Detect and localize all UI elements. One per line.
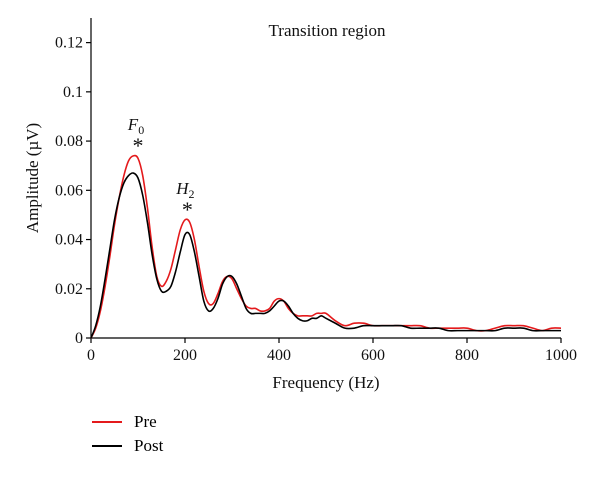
legend-label-post: Post xyxy=(134,436,164,455)
legend-swatch-pre xyxy=(92,421,122,423)
legend-item-post: Post xyxy=(92,434,163,458)
y-tick-label: 0.08 xyxy=(55,133,83,150)
annotation-layer: *F0*H2 xyxy=(127,115,195,222)
amplitude-spectrum-chart: Transition region Amplitude (µV) Frequen… xyxy=(23,18,577,392)
x-tick-label: 0 xyxy=(87,347,95,364)
annotation-label: H2 xyxy=(175,179,194,201)
chart-title: Transition region xyxy=(269,21,386,40)
x-axis-title: Frequency (Hz) xyxy=(272,373,379,392)
annotation-label: F0 xyxy=(127,115,144,137)
legend: Pre Post xyxy=(92,410,163,458)
y-tick-label: 0.1 xyxy=(63,84,83,101)
y-tick-label: 0.06 xyxy=(55,182,83,199)
series-line-pre xyxy=(90,154,562,339)
y-tick-label: 0.02 xyxy=(55,281,83,298)
legend-label-pre: Pre xyxy=(134,412,157,431)
y-tick-label: 0.04 xyxy=(55,232,83,249)
x-tick-label: 400 xyxy=(267,347,291,364)
series-layer xyxy=(90,154,562,339)
x-tick-label: 800 xyxy=(455,347,479,364)
y-tick-label: 0.12 xyxy=(55,35,83,52)
legend-item-pre: Pre xyxy=(92,410,163,434)
legend-swatch-post xyxy=(92,445,122,447)
y-tick-label: 0 xyxy=(75,330,83,347)
axes-layer: 0 200 400 600 800 1000 0 0.02 0.04 0.06 0.08 0.1 0.1… xyxy=(55,18,577,364)
series-line-post xyxy=(90,172,561,339)
x-tick-label: 1000 xyxy=(545,347,577,364)
annotation-star: * xyxy=(133,133,144,158)
x-tick-label: 200 xyxy=(173,347,197,364)
y-axis-title: Amplitude (µV) xyxy=(23,123,42,233)
annotation-star: * xyxy=(182,197,193,222)
x-tick-label: 600 xyxy=(361,347,385,364)
